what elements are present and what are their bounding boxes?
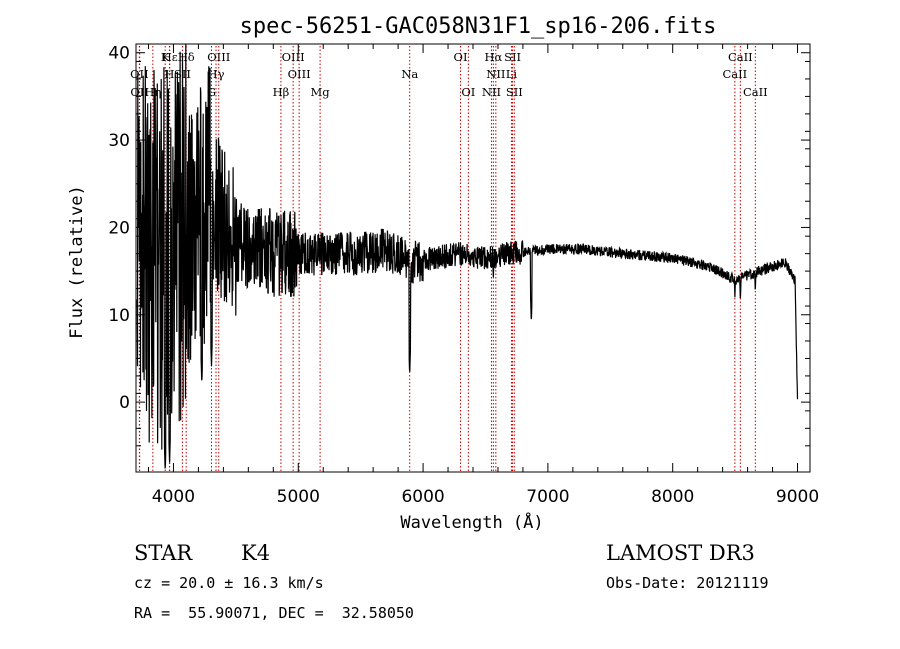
line-label: CaII [728, 50, 753, 64]
line-label: SII [506, 85, 523, 99]
line-label: NII [482, 85, 501, 99]
line-label: CaII [722, 67, 747, 81]
y-tick-label: 20 [108, 218, 130, 238]
line-label: OIII [207, 50, 230, 64]
observation-date: Obs-Date: 20121119 [606, 574, 769, 592]
x-tick-label: 5000 [277, 487, 320, 507]
line-label: Hη [144, 85, 161, 99]
spectrum-line [136, 44, 799, 469]
y-tick-label: 30 [108, 131, 130, 151]
line-label: OII [130, 85, 149, 99]
sky-coordinates: RA = 55.90071, DEC = 32.58050 [134, 604, 414, 622]
line-label: Hβ [273, 85, 290, 99]
x-tick-label: 4000 [152, 487, 195, 507]
survey-name: LAMOST DR3 [606, 541, 755, 565]
y-tick-label: 10 [108, 306, 130, 326]
line-label: NII [486, 67, 505, 81]
redshift-velocity: cz = 20.0 ± 16.3 km/s [134, 574, 324, 592]
line-label: Hα [484, 50, 502, 64]
line-label: Na [401, 67, 418, 81]
line-label: OIII [282, 50, 305, 64]
y-axis-ticks: 0 10 20 30 40 [108, 44, 810, 447]
line-label: CaII [743, 85, 768, 99]
x-tick-label: 7000 [526, 487, 569, 507]
y-axis-label: Flux (relative) [67, 185, 87, 339]
line-label: Li [506, 67, 518, 81]
y-tick-label: 0 [119, 393, 130, 413]
object-subclass: K4 [241, 541, 271, 565]
line-label: K [161, 50, 170, 64]
x-tick-label: 9000 [776, 487, 819, 507]
line-label: OI [461, 85, 475, 99]
line-label: G [207, 85, 216, 99]
y-tick-label: 40 [108, 44, 130, 64]
chart-title: spec-56251-GAC058N31F1_sp16-206.fits [240, 14, 717, 39]
x-tick-label: 8000 [651, 487, 694, 507]
x-tick-label: 6000 [401, 487, 444, 507]
x-axis-ticks: 4000 5000 6000 7000 8000 9000 [147, 44, 819, 507]
line-label: Hγ [208, 67, 225, 81]
line-label: OIII [288, 67, 311, 81]
line-label: Hε [162, 50, 178, 64]
line-label: OI [454, 50, 468, 64]
line-label: H [164, 67, 174, 81]
object-class: STAR [134, 541, 193, 565]
line-label: SII [504, 50, 521, 64]
x-axis-label: Wavelength (Å) [400, 511, 543, 533]
line-label: Mg [311, 85, 331, 99]
line-label: OII [130, 67, 149, 81]
plot-area [136, 44, 799, 469]
